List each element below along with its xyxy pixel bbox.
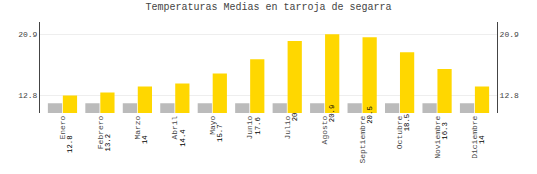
svg-text:17.6: 17.6 — [254, 117, 262, 135]
svg-text:Febrero: Febrero — [96, 115, 105, 149]
svg-text:Enero: Enero — [58, 115, 67, 139]
svg-text:Mayo: Mayo — [208, 115, 217, 134]
svg-text:Diciembre: Diciembre — [470, 115, 479, 158]
svg-text:Agosto: Agosto — [320, 115, 329, 144]
svg-text:16.3: 16.3 — [441, 122, 449, 140]
svg-text:12.8: 12.8 — [18, 91, 37, 100]
svg-text:Junio: Junio — [245, 115, 254, 139]
svg-text:Marzo: Marzo — [133, 115, 142, 139]
svg-text:13.2: 13.2 — [104, 134, 112, 152]
svg-text:15.7: 15.7 — [216, 124, 224, 142]
svg-text:Julio: Julio — [283, 115, 292, 139]
svg-text:20.9: 20.9 — [500, 30, 519, 39]
svg-text:Temperaturas Medias en tarroja: Temperaturas Medias en tarroja de segarr… — [145, 2, 391, 13]
svg-text:14: 14 — [478, 135, 486, 144]
svg-text:20.5: 20.5 — [366, 106, 374, 124]
svg-text:20.9: 20.9 — [328, 105, 336, 123]
svg-text:14.4: 14.4 — [179, 129, 187, 147]
svg-text:12.8: 12.8 — [500, 91, 519, 100]
svg-text:Septiembre: Septiembre — [358, 115, 367, 163]
svg-text:14: 14 — [141, 135, 149, 144]
svg-text:12.8: 12.8 — [66, 135, 74, 153]
svg-text:Abril: Abril — [170, 115, 179, 139]
svg-text:18.5: 18.5 — [403, 114, 411, 132]
svg-text:20: 20 — [291, 112, 299, 121]
svg-text:Octubre: Octubre — [395, 115, 404, 149]
svg-text:Noviembre: Noviembre — [433, 115, 442, 158]
svg-text:20.9: 20.9 — [18, 30, 37, 39]
